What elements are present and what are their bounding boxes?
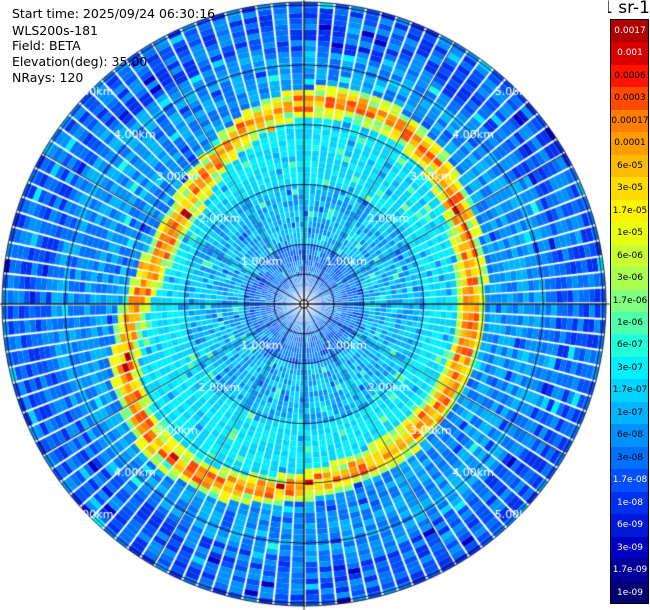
colorbar-level-19: 3e-08 [611,446,649,470]
colorbar-level-15: 3e-07 [611,356,649,380]
colorbar-level-1: 0.001 [611,42,649,65]
colorbar-level-7: 3e-05 [611,177,649,200]
colorbar-level-8: 1.7e-05 [611,199,649,223]
colorbar-level-4: 0.00017 [611,109,649,133]
colorbar-level-25: 1e-09 [611,581,649,604]
colorbar-level-11: 3e-06 [611,267,649,290]
colorbar-level-5: 0.0001 [611,132,649,155]
colorbar-level-16: 1.7e-07 [611,379,649,402]
colorbar-level-22: 6e-09 [611,514,649,537]
field-label: Field: BETA [12,38,81,53]
colorbar-level-0: 0.0017 [611,20,649,43]
nrays-label: NRays: 120 [12,70,84,85]
colorbar-level-13: 1e-06 [611,312,649,335]
colorbar-title: m-1 sr-1 [608,0,650,18]
colorbar-level-2: 0.0006 [611,64,649,88]
colorbar-level-17: 1e-07 [611,401,649,425]
elevation-label: Elevation(deg): 35.00 [12,54,148,69]
colorbar-level-20: 1.7e-08 [611,469,649,492]
device-label: WLS200s-181 [12,23,98,38]
colorbar-level-24: 1.7e-09 [611,559,649,582]
colorbar-level-6: 6e-05 [611,154,649,178]
colorbar-level-21: 1e-08 [611,491,649,515]
colorbar-level-23: 3e-09 [611,536,649,560]
colorbar-level-12: 1.7e-06 [611,289,649,312]
colorbar-level-9: 1e-05 [611,222,649,245]
colorbar-level-18: 6e-08 [611,424,649,447]
colorbar-level-14: 6e-07 [611,334,649,357]
colorbar-level-10: 6e-06 [611,244,649,268]
start-time-label: Start time: 2025/09/24 06:30:16 [12,6,216,21]
colorbar-level-3: 0.0003 [611,87,649,110]
